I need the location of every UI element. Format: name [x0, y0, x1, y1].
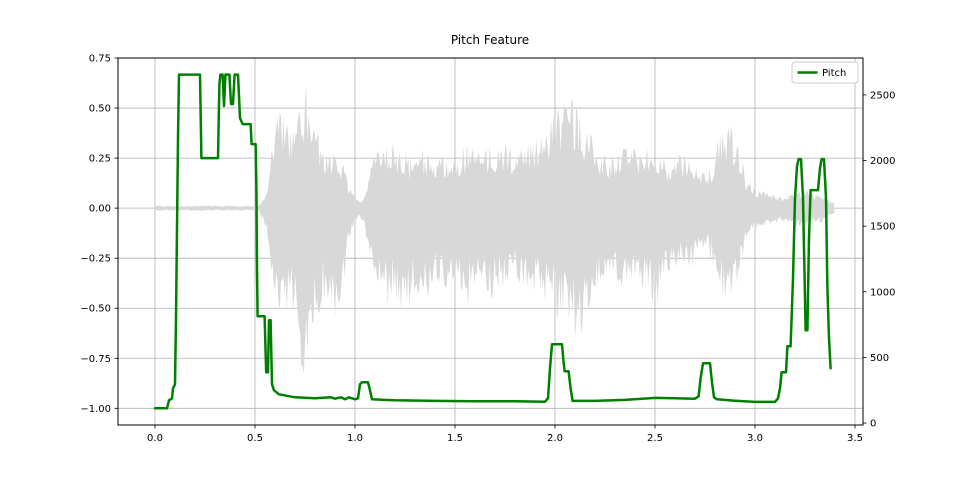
waveform-series [155, 86, 835, 375]
y-left-tick-label: 0.50 [89, 104, 111, 115]
y-right-tick-label: 0 [870, 419, 876, 430]
legend: Pitch [791, 61, 859, 84]
y-left-tick-label: 0.25 [89, 154, 111, 165]
y-right-tick-label: 2500 [870, 90, 895, 101]
chart-title: Pitch Feature [451, 33, 529, 47]
y-left-tick-labels: 0.75 0.50 0.25 0.00 −0.25 −0.50 −0.75 −1.00 [80, 54, 111, 415]
y-left-tick-label: 0.75 [89, 54, 111, 65]
x-tick-label: 3.0 [747, 433, 763, 444]
x-tick-label: 1.5 [447, 433, 463, 444]
x-tick-label: 3.5 [847, 433, 863, 444]
x-tick-label: 2.0 [547, 433, 563, 444]
plot-border [117, 57, 864, 426]
x-tick-label: 0.0 [147, 433, 163, 444]
y-right-tick-label: 2000 [870, 156, 895, 167]
y-left-tick-label: −0.25 [80, 254, 111, 265]
y-right-tick-label: 1000 [870, 287, 895, 298]
pitch-line [153, 73, 832, 410]
x-tick-label: 1.0 [347, 433, 363, 444]
x-tick-label: 2.5 [647, 433, 663, 444]
x-tick-labels: 0.0 0.5 1.0 1.5 2.0 2.5 3.0 3.5 [147, 433, 863, 444]
x-tick-label: 0.5 [247, 433, 263, 444]
y-left-tick-label: −0.50 [80, 304, 111, 315]
y-right-tick-label: 1500 [870, 222, 895, 233]
pitch-series [153, 73, 832, 410]
y-left-tick-label: 0.00 [89, 204, 111, 215]
y-left-tick-label: −1.00 [80, 404, 111, 415]
y-right-tick-label: 500 [870, 353, 889, 364]
legend-label: Pitch [822, 68, 846, 79]
legend-box [791, 61, 859, 84]
y-left-tick-label: −0.75 [80, 354, 111, 365]
tick-marks [114, 57, 867, 429]
y-right-tick-labels: 0 500 1000 1500 2000 2500 [870, 90, 895, 429]
waveform-shape [155, 86, 835, 375]
